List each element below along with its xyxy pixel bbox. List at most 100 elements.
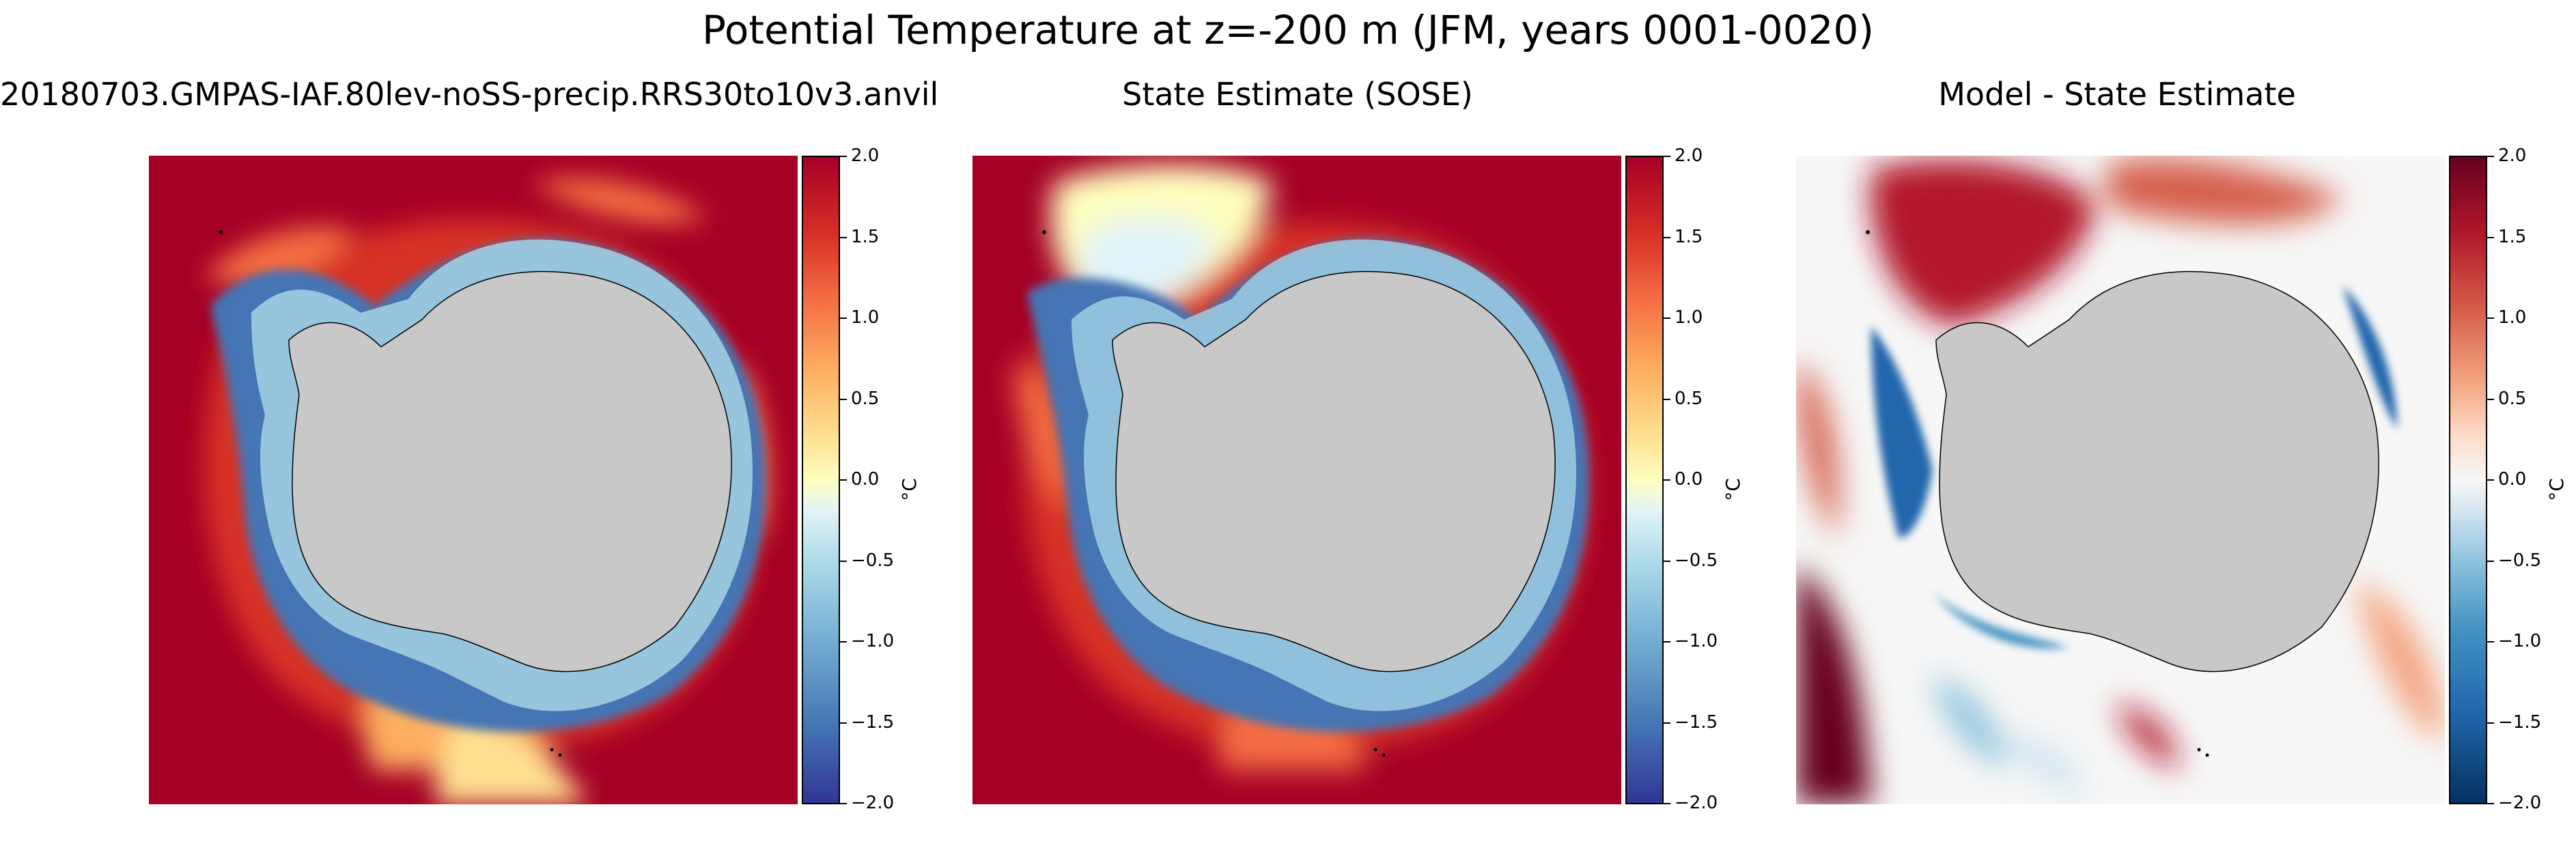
panel-title-difference: Model - State Estimate bbox=[1938, 76, 2296, 113]
colorbar-tick: −2.0 bbox=[1664, 793, 1759, 813]
tick-mark bbox=[840, 641, 847, 642]
tick-label: −2.0 bbox=[851, 793, 895, 813]
colorbar-tick: 0.5 bbox=[2487, 388, 2576, 409]
tick-label: 2.0 bbox=[1675, 145, 1703, 166]
colorbar-tick: 0.0 bbox=[840, 469, 936, 490]
tick-mark bbox=[2487, 722, 2494, 724]
tick-label: 2.0 bbox=[851, 145, 880, 166]
colorbar-tick: 1.5 bbox=[840, 227, 936, 247]
colorbar-tick: 1.0 bbox=[2487, 307, 2576, 328]
map-sose-temperature bbox=[972, 156, 1621, 804]
colorbar-tick: 1.0 bbox=[840, 307, 936, 328]
colorbar-tick: 0.0 bbox=[1664, 469, 1759, 490]
colorbar-tick: −1.5 bbox=[2487, 712, 2576, 733]
tick-label: 1.5 bbox=[1675, 226, 1703, 247]
colorbar-tick: 2.0 bbox=[2487, 145, 2576, 166]
tick-mark bbox=[2487, 156, 2494, 157]
colorbar-tick: −1.0 bbox=[2487, 631, 2576, 651]
tick-mark bbox=[1664, 803, 1670, 804]
panel-title-model: 20180703.GMPAS-IAF.80lev-noSS-precip.RRS… bbox=[0, 76, 939, 113]
tick-mark bbox=[840, 317, 847, 319]
colorbar-difference bbox=[2449, 156, 2487, 804]
colorbar-ticks-difference: 2.0 1.5 1.0 0.5 0.0 −0.5 −1.0 −1.5 −2.0 bbox=[2487, 145, 2576, 813]
tick-mark bbox=[1664, 479, 1670, 481]
colorbar-tick: −2.0 bbox=[2487, 793, 2576, 813]
tick-label: 0.5 bbox=[2498, 388, 2527, 409]
colorbar-model bbox=[802, 156, 840, 804]
colorbar-tick: −0.5 bbox=[1664, 550, 1759, 571]
tick-mark bbox=[840, 560, 847, 562]
colorbar-tick: −1.5 bbox=[840, 712, 936, 733]
antarctica-landmass bbox=[1112, 270, 1556, 673]
tick-mark bbox=[2487, 398, 2494, 400]
tick-mark bbox=[840, 236, 847, 238]
tick-label: −1.0 bbox=[1675, 631, 1718, 651]
tick-mark bbox=[1664, 398, 1670, 400]
tick-label: 0.5 bbox=[1675, 388, 1703, 409]
tick-mark bbox=[2487, 479, 2494, 481]
tick-label: 1.5 bbox=[851, 226, 880, 247]
tick-label: 1.0 bbox=[2498, 307, 2527, 328]
tick-label: −0.5 bbox=[2498, 550, 2542, 571]
tick-label: −1.0 bbox=[851, 631, 895, 651]
colorbar-tick: 1.5 bbox=[1664, 227, 1759, 247]
colorbar-tick: −2.0 bbox=[840, 793, 936, 813]
tick-mark bbox=[1664, 156, 1670, 157]
tick-label: 0.5 bbox=[851, 388, 880, 409]
tick-label: −1.5 bbox=[1675, 711, 1718, 733]
tick-label: −1.0 bbox=[2498, 631, 2542, 651]
tick-mark bbox=[2487, 317, 2494, 319]
tick-mark bbox=[1664, 236, 1670, 238]
colorbar-tick: 2.0 bbox=[1664, 145, 1759, 166]
map-model-temperature bbox=[149, 156, 798, 804]
tick-mark bbox=[840, 156, 847, 157]
tick-label: 1.0 bbox=[1675, 307, 1703, 328]
colorbar-tick: −1.0 bbox=[840, 631, 936, 651]
colorbar-ticks-sose: 2.0 1.5 1.0 0.5 0.0 −0.5 −1.0 −1.5 −2.0 bbox=[1664, 145, 1759, 813]
colorbar-tick: 0.5 bbox=[1664, 388, 1759, 409]
colorbar-tick: 1.5 bbox=[2487, 227, 2576, 247]
colorbar-unit-label: °C bbox=[1722, 478, 1744, 501]
tick-label: −0.5 bbox=[851, 550, 895, 571]
colorbar-tick: −0.5 bbox=[2487, 550, 2576, 571]
colorbar-unit-label: °C bbox=[898, 478, 921, 501]
colorbar-tick: 2.0 bbox=[840, 145, 936, 166]
tick-label: −2.0 bbox=[1675, 793, 1718, 813]
antarctica-landmass bbox=[288, 270, 732, 673]
antarctica-landmass bbox=[1935, 270, 2379, 673]
tick-mark bbox=[840, 722, 847, 724]
tick-label: 0.0 bbox=[851, 469, 880, 490]
tick-mark bbox=[2487, 236, 2494, 238]
tick-label: 2.0 bbox=[2498, 145, 2527, 166]
figure-title: Potential Temperature at z=-200 m (JFM, … bbox=[702, 7, 1874, 53]
colorbar-unit-label: °C bbox=[2545, 478, 2568, 501]
tick-label: 1.5 bbox=[2498, 226, 2527, 247]
tick-mark bbox=[1664, 560, 1670, 562]
tick-mark bbox=[1664, 641, 1670, 642]
colorbar-tick: 1.0 bbox=[1664, 307, 1759, 328]
tick-label: −1.5 bbox=[851, 711, 895, 733]
tick-mark bbox=[2487, 803, 2494, 804]
tick-label: −1.5 bbox=[2498, 711, 2542, 733]
panel-title-sose: State Estimate (SOSE) bbox=[1122, 76, 1473, 113]
tick-label: 1.0 bbox=[851, 307, 880, 328]
colorbar-tick: 0.0 bbox=[2487, 469, 2576, 490]
colorbar-sose bbox=[1625, 156, 1664, 804]
tick-label: 0.0 bbox=[1675, 469, 1703, 490]
colorbar-tick: −1.5 bbox=[1664, 712, 1759, 733]
colorbar-ticks-model: 2.0 1.5 1.0 0.5 0.0 −0.5 −1.0 −1.5 −2.0 bbox=[840, 145, 936, 813]
tick-label: −2.0 bbox=[2498, 793, 2542, 813]
colorbar-tick: −1.0 bbox=[1664, 631, 1759, 651]
colorbar-tick: 0.5 bbox=[840, 388, 936, 409]
tick-mark bbox=[840, 479, 847, 481]
colorbar-tick: −0.5 bbox=[840, 550, 936, 571]
tick-mark bbox=[1664, 317, 1670, 319]
tick-label: −0.5 bbox=[1675, 550, 1718, 571]
tick-mark bbox=[2487, 560, 2494, 562]
tick-mark bbox=[840, 398, 847, 400]
map-temperature-difference bbox=[1796, 156, 2445, 804]
tick-mark bbox=[2487, 641, 2494, 642]
tick-mark bbox=[1664, 722, 1670, 724]
tick-mark bbox=[840, 803, 847, 804]
tick-label: 0.0 bbox=[2498, 469, 2527, 490]
